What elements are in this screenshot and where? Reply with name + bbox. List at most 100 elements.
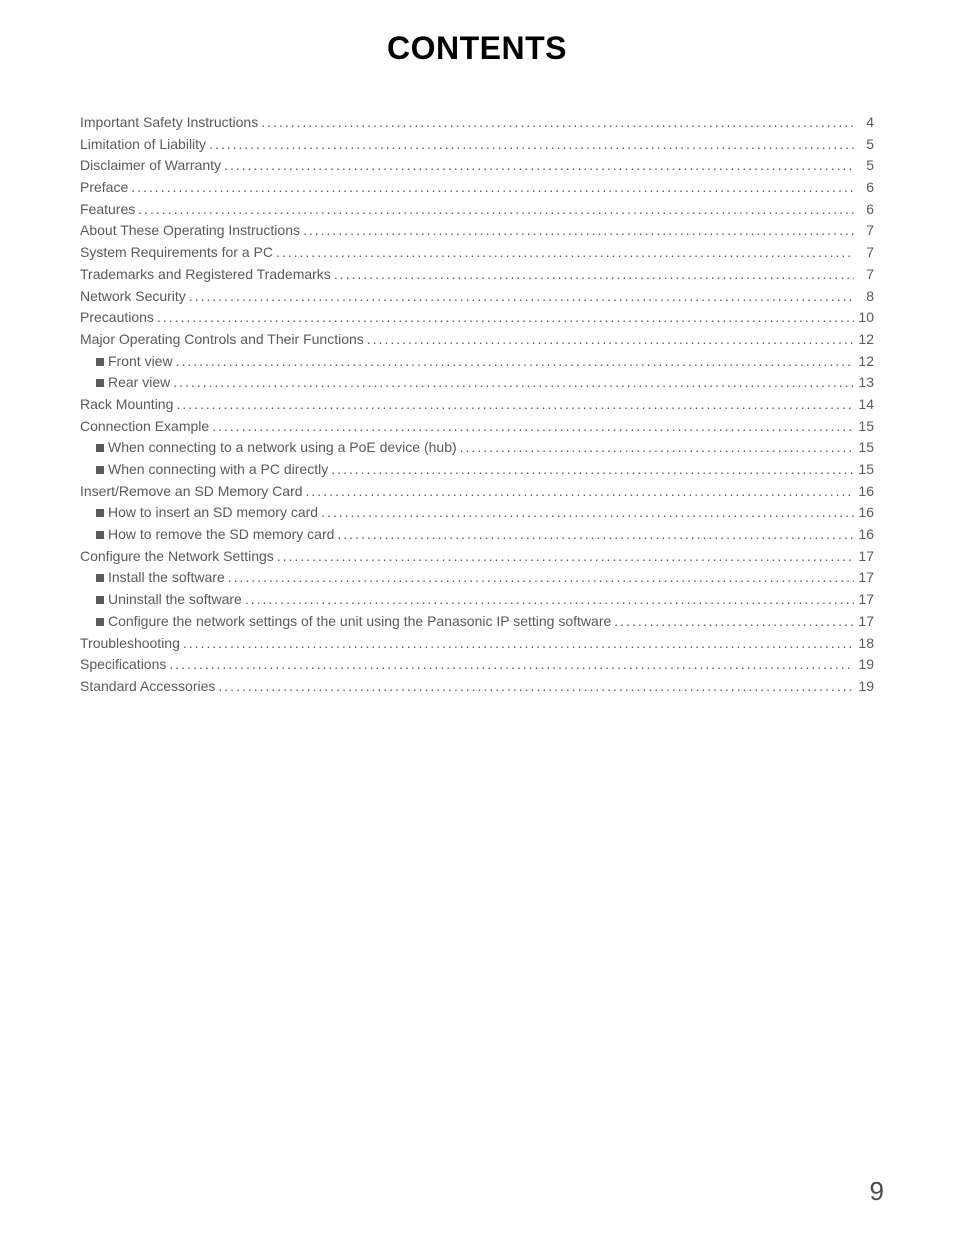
toc-entry-text: Front view [108,353,173,369]
toc-entry-label: Connection Example [80,416,209,438]
square-bullet-icon [96,618,104,626]
toc-entry-text: How to insert an SD memory card [108,504,318,520]
page-title: CONTENTS [80,30,874,67]
toc-entry: System Requirements for a PC ...........… [80,242,874,264]
toc-entry: Disclaimer of Warranty .................… [80,155,874,177]
toc-entry-text: Rear view [108,374,170,390]
toc-entry-text: System Requirements for a PC [80,244,273,260]
square-bullet-icon [96,466,104,474]
toc-entry-label: Standard Accessories [80,676,215,698]
toc-entry-label: Insert/Remove an SD Memory Card [80,481,303,503]
toc-leader-dots: ........................................… [221,155,854,177]
toc-entry-page: 5 [854,134,874,156]
toc-entry: Front view .............................… [80,351,874,373]
square-bullet-icon [96,509,104,517]
toc-entry-page: 19 [854,654,874,676]
toc-entry-page: 13 [854,372,874,394]
toc-entry-text: Connection Example [80,418,209,434]
toc-entry: Uninstall the software .................… [80,589,874,611]
toc-entry-text: Insert/Remove an SD Memory Card [80,483,303,499]
toc-entry-text: Uninstall the software [108,591,242,607]
toc-entry: Configure the Network Settings .........… [80,546,874,568]
toc-leader-dots: ........................................… [128,177,854,199]
toc-entry-label: Preface [80,177,128,199]
toc-entry-page: 7 [854,242,874,264]
toc-entry-text: Troubleshooting [80,635,180,651]
toc-entry-text: Precautions [80,309,154,325]
toc-entry-label: Disclaimer of Warranty [80,155,221,177]
toc-entry-label: How to insert an SD memory card [96,502,318,524]
toc-leader-dots: ........................................… [215,676,854,698]
toc-entry: When connecting to a network using a PoE… [80,437,874,459]
square-bullet-icon [96,531,104,539]
toc-leader-dots: ........................................… [457,437,854,459]
toc-entry-page: 7 [854,220,874,242]
toc-entry-page: 19 [854,676,874,698]
square-bullet-icon [96,358,104,366]
square-bullet-icon [96,574,104,582]
toc-entry-page: 7 [854,264,874,286]
toc-entry: Insert/Remove an SD Memory Card ........… [80,481,874,503]
toc-entry-label: Uninstall the software [96,589,242,611]
toc-entry: Important Safety Instructions ..........… [80,112,874,134]
toc-entry: Network Security .......................… [80,286,874,308]
toc-entry-text: Configure the network settings of the un… [108,613,611,629]
toc-leader-dots: ........................................… [318,502,854,524]
toc-entry: Connection Example .....................… [80,416,874,438]
toc-entry-label: Features [80,199,135,221]
toc-leader-dots: ........................................… [303,481,854,503]
table-of-contents: Important Safety Instructions ..........… [80,112,874,698]
toc-leader-dots: ........................................… [186,286,854,308]
toc-entry-label: Precautions [80,307,154,329]
toc-entry-page: 12 [854,351,874,373]
toc-leader-dots: ........................................… [135,199,854,221]
toc-leader-dots: ........................................… [173,351,854,373]
toc-entry: When connecting with a PC directly .....… [80,459,874,481]
toc-entry: Preface ................................… [80,177,874,199]
toc-entry-text: Limitation of Liability [80,136,206,152]
toc-entry-label: Install the software [96,567,225,589]
toc-entry: About These Operating Instructions .....… [80,220,874,242]
toc-entry: Major Operating Controls and Their Funct… [80,329,874,351]
toc-entry: Standard Accessories ...................… [80,676,874,698]
square-bullet-icon [96,379,104,387]
toc-leader-dots: ........................................… [364,329,854,351]
toc-entry: Install the software ...................… [80,567,874,589]
toc-leader-dots: ........................................… [206,134,854,156]
toc-leader-dots: ........................................… [331,264,854,286]
toc-entry-text: Network Security [80,288,186,304]
page-number: 9 [870,1176,884,1207]
toc-entry: Features ...............................… [80,199,874,221]
toc-entry-text: Disclaimer of Warranty [80,157,221,173]
toc-entry-page: 15 [854,437,874,459]
toc-entry-page: 17 [854,567,874,589]
toc-entry-page: 10 [854,307,874,329]
toc-entry-page: 18 [854,633,874,655]
toc-entry-text: Preface [80,179,128,195]
toc-leader-dots: ........................................… [334,524,854,546]
toc-leader-dots: ........................................… [180,633,854,655]
toc-leader-dots: ........................................… [225,567,854,589]
toc-entry: How to insert an SD memory card ........… [80,502,874,524]
toc-entry: Rear view ..............................… [80,372,874,394]
toc-leader-dots: ........................................… [328,459,854,481]
toc-entry-label: When connecting with a PC directly [96,459,328,481]
toc-entry-label: Configure the Network Settings [80,546,274,568]
toc-entry-page: 17 [854,589,874,611]
toc-entry-page: 15 [854,416,874,438]
toc-leader-dots: ........................................… [173,394,854,416]
toc-leader-dots: ........................................… [611,611,854,633]
toc-entry-label: Troubleshooting [80,633,180,655]
toc-leader-dots: ........................................… [166,654,854,676]
toc-entry-text: Features [80,201,135,217]
toc-entry-page: 17 [854,611,874,633]
toc-entry-label: About These Operating Instructions [80,220,300,242]
toc-entry: Specifications .........................… [80,654,874,676]
square-bullet-icon [96,444,104,452]
toc-entry-text: Major Operating Controls and Their Funct… [80,331,364,347]
toc-entry-text: Standard Accessories [80,678,215,694]
toc-entry-page: 14 [854,394,874,416]
toc-entry-text: Rack Mounting [80,396,173,412]
toc-entry: Configure the network settings of the un… [80,611,874,633]
toc-entry-text: Configure the Network Settings [80,548,274,564]
